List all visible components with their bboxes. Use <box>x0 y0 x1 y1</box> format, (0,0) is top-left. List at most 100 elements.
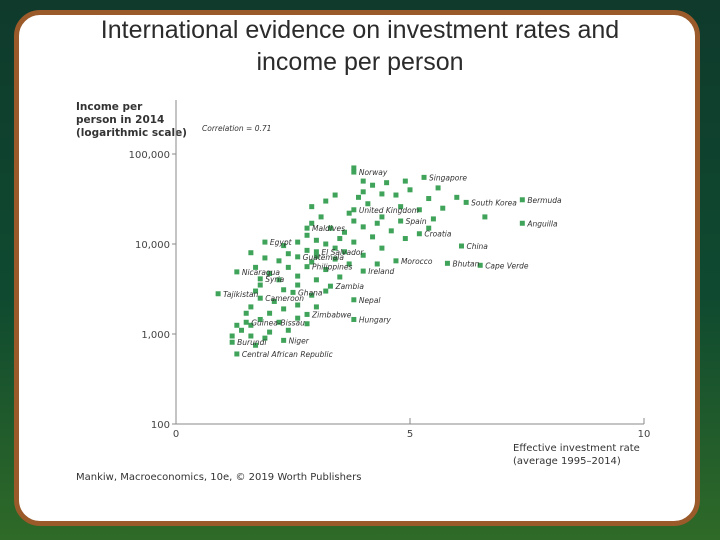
data-point <box>304 321 310 327</box>
point-label: Norway <box>359 168 388 177</box>
data-point <box>332 245 338 251</box>
data-point <box>482 214 488 220</box>
data-point <box>267 271 273 277</box>
data-point <box>346 261 352 267</box>
data-point <box>281 287 287 293</box>
data-point <box>370 182 376 188</box>
data-point <box>351 239 357 245</box>
point-label: Burundi <box>237 338 267 347</box>
data-point <box>229 333 235 339</box>
x-axis-title: Effective investment rate (average 1995–… <box>513 443 640 467</box>
x-tick-label: 10 <box>638 429 651 440</box>
point-label: Tajikistan <box>223 290 258 299</box>
data-point <box>337 274 343 280</box>
data-point <box>313 237 319 243</box>
labeled-data-point <box>463 199 469 205</box>
data-point <box>313 304 319 310</box>
data-point <box>248 333 254 339</box>
point-label: Egypt <box>270 238 293 247</box>
data-point <box>332 192 338 198</box>
data-point <box>285 264 291 270</box>
data-point <box>253 342 259 348</box>
labeled-data-point <box>360 268 366 274</box>
labeled-data-point <box>229 339 235 345</box>
point-label: Cameroon <box>265 294 304 303</box>
labeled-data-point <box>313 249 319 255</box>
point-label: Central African Republic <box>242 350 334 359</box>
data-point <box>454 194 460 200</box>
data-point <box>323 241 329 247</box>
data-point <box>351 218 357 224</box>
labeled-data-point <box>257 276 263 282</box>
point-label: Nicaragua <box>242 268 281 277</box>
point-label: Philippines <box>312 263 353 272</box>
correlation-annotation: Correlation = 0.71 <box>202 124 271 133</box>
labeled-data-point <box>234 269 240 275</box>
point-label: Guinea-Bissau <box>251 318 305 327</box>
data-point <box>398 204 404 210</box>
data-point <box>304 232 310 238</box>
labeled-data-point <box>327 283 333 289</box>
y-tick-label: 100,000 <box>129 150 170 161</box>
data-point <box>402 236 408 242</box>
data-point <box>426 225 432 231</box>
labeled-data-point <box>444 260 450 266</box>
data-point <box>416 207 422 213</box>
data-point <box>337 236 343 242</box>
source-credit: Mankiw, Macroeconomics, 10e, © 2019 Wort… <box>76 472 361 483</box>
labeled-data-point <box>519 220 525 226</box>
data-point <box>309 292 315 298</box>
point-label: Cape Verde <box>485 261 529 270</box>
y-tick-label: 100 <box>151 420 170 431</box>
data-point <box>295 239 301 245</box>
labeled-data-point <box>257 295 263 301</box>
point-label: Spain <box>406 217 427 226</box>
data-point <box>276 319 282 325</box>
data-point <box>370 234 376 240</box>
slide-title: International evidence on investment rat… <box>0 14 720 78</box>
data-point <box>262 255 268 261</box>
labeled-data-point <box>351 316 357 322</box>
data-point <box>248 322 254 328</box>
data-point <box>253 264 259 270</box>
labeled-data-point <box>477 262 483 268</box>
slide-frame <box>14 10 700 526</box>
data-point <box>440 205 446 211</box>
point-labels: Norway Singapore South Korea Bermuda United … <box>223 168 562 359</box>
data-point <box>407 187 413 193</box>
data-point <box>309 259 315 265</box>
point-label: Syria <box>265 275 284 284</box>
point-label: Zambia <box>334 282 364 291</box>
data-point <box>313 277 319 283</box>
data-point <box>426 196 432 202</box>
y-ticks: 100 1,000 10,000 100,000 <box>129 150 176 431</box>
data-point <box>281 306 287 312</box>
slide-title-line1: International evidence on investment rat… <box>100 16 620 44</box>
point-label: Bermuda <box>527 196 562 205</box>
data-point <box>281 243 287 249</box>
data-point <box>360 178 366 184</box>
data-point <box>295 273 301 279</box>
data-point <box>379 191 385 197</box>
point-label: South Korea <box>471 198 517 207</box>
labeled-data-point <box>304 225 310 231</box>
data-point <box>323 267 329 273</box>
data-point <box>346 210 352 216</box>
point-label: El Salvador <box>321 248 364 257</box>
data-point <box>271 298 277 304</box>
data-point <box>327 225 333 231</box>
data-point <box>351 165 357 171</box>
point-label: China <box>466 242 488 251</box>
data-point <box>341 229 347 235</box>
labeled-data-point <box>421 174 427 180</box>
data-point <box>323 198 329 204</box>
point-label: Guatemala <box>303 253 345 262</box>
data-point <box>248 250 254 256</box>
labeled-data-point <box>458 243 464 249</box>
data-point <box>374 261 380 267</box>
y-axis-title-line1: Income per <box>76 101 143 113</box>
labeled-data-point <box>243 319 249 325</box>
labeled-data-point <box>398 218 404 224</box>
y-axis-title-line2: person in 2014 <box>76 114 164 126</box>
data-point <box>248 304 254 310</box>
